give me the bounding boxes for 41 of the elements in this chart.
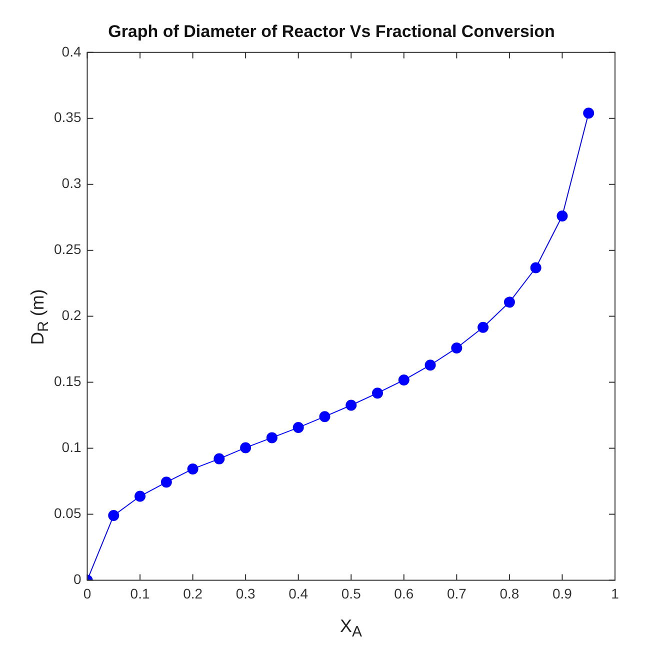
- point: [187, 463, 198, 474]
- y-tick-label: 0.25: [54, 241, 82, 258]
- y-tick-label: 0: [73, 571, 82, 588]
- point: [292, 422, 304, 434]
- point: [530, 262, 542, 274]
- y-tick-label: 0.4: [62, 43, 82, 60]
- x-tick-label: 0.9: [552, 585, 572, 602]
- point: [451, 342, 462, 354]
- point: [214, 453, 225, 464]
- x-tick-label: 0: [83, 585, 92, 602]
- point: [398, 374, 410, 386]
- point: [556, 210, 568, 222]
- point: [346, 400, 357, 411]
- x-tick-label: 0.3: [236, 585, 256, 602]
- point: [108, 510, 120, 522]
- y-tick-label: 0.35: [54, 109, 82, 126]
- chart-title: Graph of Diameter of Reactor Vs Fractional Conversion: [108, 22, 555, 41]
- x-tick-label: 1: [611, 585, 620, 602]
- y-tick-label: 0.3: [62, 175, 82, 192]
- x-tick-label: 0.2: [183, 585, 203, 602]
- x-axis-title: X$_{A}$: [340, 616, 362, 641]
- point: [424, 360, 436, 371]
- x-tick-label: 0.8: [500, 585, 520, 602]
- y-tick-label: 0.05: [54, 505, 82, 522]
- x-tick-label: 0.4: [288, 585, 308, 602]
- point: [266, 432, 278, 444]
- point: [583, 108, 594, 119]
- y-tick-label: 0.15: [54, 373, 82, 390]
- x-tick-label: 0.7: [446, 585, 467, 602]
- x-tick-label: 0.5: [341, 585, 362, 602]
- point: [504, 296, 515, 308]
- point: [160, 476, 172, 488]
- point: [319, 411, 330, 422]
- y-tick-label: 0.1: [62, 439, 82, 456]
- point: [478, 322, 489, 333]
- point: [372, 388, 384, 399]
- y-tick-label: 0.2: [62, 307, 82, 324]
- point: [240, 442, 252, 454]
- point: [134, 490, 146, 502]
- x-tick-label: 0.1: [130, 585, 150, 602]
- x-tick-label: 0.6: [394, 585, 414, 602]
